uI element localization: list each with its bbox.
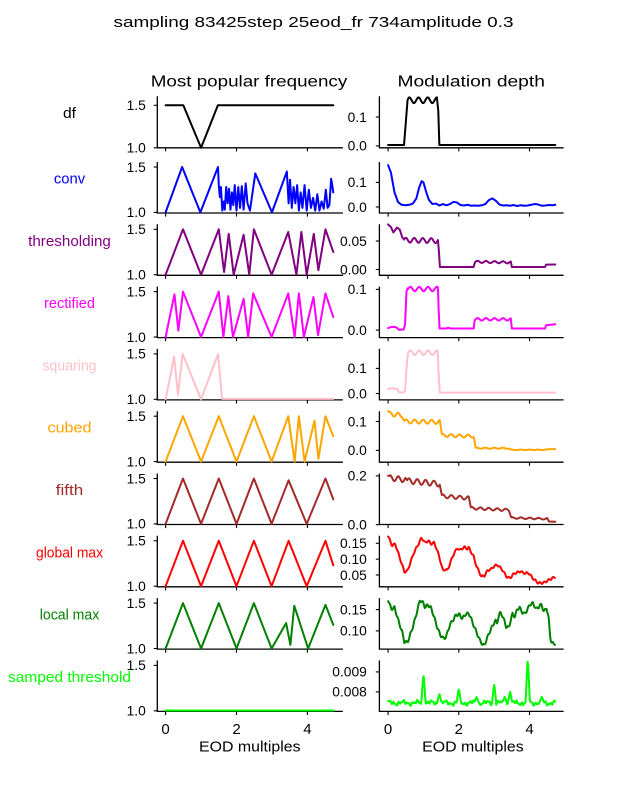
svg-text:0.0: 0.0 <box>348 386 368 401</box>
svg-text:1.5: 1.5 <box>127 347 147 362</box>
svg-text:1.0: 1.0 <box>127 517 147 532</box>
svg-text:cubed: cubed <box>48 420 92 437</box>
svg-text:0: 0 <box>161 721 169 738</box>
svg-text:4: 4 <box>525 721 533 738</box>
svg-text:EOD multiples: EOD multiples <box>199 739 301 755</box>
svg-text:1.0: 1.0 <box>127 704 147 719</box>
svg-text:1.5: 1.5 <box>127 534 147 549</box>
svg-text:global max: global max <box>36 544 103 561</box>
svg-text:1.5: 1.5 <box>127 658 147 673</box>
svg-text:0.1: 0.1 <box>348 361 367 376</box>
svg-text:0.1: 0.1 <box>348 110 367 125</box>
svg-text:thresholding: thresholding <box>28 233 111 250</box>
svg-text:0.009: 0.009 <box>332 665 367 680</box>
svg-text:local max: local max <box>40 607 100 624</box>
svg-text:0.0: 0.0 <box>348 518 368 533</box>
svg-text:0.008: 0.008 <box>332 685 367 700</box>
svg-text:1.5: 1.5 <box>127 222 147 237</box>
svg-text:0: 0 <box>384 721 392 738</box>
svg-text:1.5: 1.5 <box>127 409 147 424</box>
svg-text:2: 2 <box>455 721 463 738</box>
svg-text:conv: conv <box>54 171 86 188</box>
svg-text:1.5: 1.5 <box>127 98 147 113</box>
svg-text:2: 2 <box>232 721 240 738</box>
svg-text:1.0: 1.0 <box>127 268 147 283</box>
svg-text:1.0: 1.0 <box>127 579 147 594</box>
svg-text:1.0: 1.0 <box>127 141 147 156</box>
svg-text:1.0: 1.0 <box>127 454 147 469</box>
svg-text:0.0: 0.0 <box>348 323 368 338</box>
svg-text:1.0: 1.0 <box>127 330 147 345</box>
svg-text:0.10: 0.10 <box>340 552 367 567</box>
svg-text:1.0: 1.0 <box>127 205 147 220</box>
svg-text:0.00: 0.00 <box>340 262 367 277</box>
svg-text:0.1: 0.1 <box>348 175 367 190</box>
svg-text:0.1: 0.1 <box>348 282 367 297</box>
svg-text:1.5: 1.5 <box>127 284 147 299</box>
svg-text:squaring: squaring <box>43 357 97 374</box>
svg-text:rectified: rectified <box>44 295 95 312</box>
svg-text:1.0: 1.0 <box>127 392 147 407</box>
svg-text:df: df <box>63 105 77 122</box>
svg-text:EOD multiples: EOD multiples <box>422 739 524 755</box>
svg-text:0.1: 0.1 <box>348 414 367 429</box>
svg-text:0.2: 0.2 <box>348 469 367 484</box>
svg-text:1.5: 1.5 <box>127 160 147 175</box>
svg-text:0.05: 0.05 <box>340 234 367 249</box>
svg-text:samped threshold: samped threshold <box>8 669 131 686</box>
svg-text:0.15: 0.15 <box>340 536 367 551</box>
svg-text:0.0: 0.0 <box>348 139 368 154</box>
svg-text:0.10: 0.10 <box>340 624 367 639</box>
svg-text:sampling 83425step 25eod_fr 73: sampling 83425step 25eod_fr 734amplitude… <box>114 15 514 31</box>
svg-text:0.05: 0.05 <box>340 568 367 583</box>
svg-text:fifth: fifth <box>56 482 84 499</box>
svg-text:1.5: 1.5 <box>127 471 147 486</box>
svg-text:0.0: 0.0 <box>348 200 368 215</box>
svg-text:0.15: 0.15 <box>340 602 367 617</box>
svg-text:Modulation depth: Modulation depth <box>398 74 545 91</box>
svg-text:0.0: 0.0 <box>348 443 368 458</box>
svg-text:Most popular frequency: Most popular frequency <box>151 74 348 91</box>
svg-text:4: 4 <box>303 721 311 738</box>
svg-text:1.5: 1.5 <box>127 596 147 611</box>
svg-text:1.0: 1.0 <box>127 641 147 656</box>
